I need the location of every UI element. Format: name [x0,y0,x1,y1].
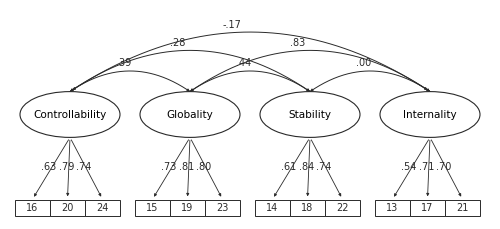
Text: 17: 17 [422,203,434,213]
FancyBboxPatch shape [375,200,410,216]
Text: 18: 18 [302,203,314,213]
Text: .61: .61 [281,162,296,172]
Text: .73: .73 [161,162,176,172]
Text: 20: 20 [62,203,74,213]
Text: .71: .71 [418,162,434,172]
FancyBboxPatch shape [134,200,170,216]
FancyBboxPatch shape [325,200,360,216]
Text: Stability: Stability [288,109,332,120]
Ellipse shape [260,92,360,137]
Ellipse shape [20,92,120,137]
Text: .83: .83 [290,38,306,48]
Text: Internality: Internality [403,109,457,120]
FancyBboxPatch shape [170,200,205,216]
Text: 16: 16 [26,203,38,213]
Text: .74: .74 [76,162,92,172]
FancyBboxPatch shape [50,200,85,216]
Text: 13: 13 [386,203,398,213]
Text: .80: .80 [196,162,212,172]
Text: .39: .39 [116,58,132,68]
Text: 19: 19 [182,203,194,213]
Text: .81: .81 [178,162,194,172]
Text: 24: 24 [96,203,108,213]
Text: Globality: Globality [166,109,214,120]
Text: 22: 22 [336,203,349,213]
Text: .74: .74 [316,162,332,172]
Text: .44: .44 [236,58,252,68]
Text: Controllability: Controllability [34,109,106,120]
Text: 23: 23 [216,203,228,213]
Text: .54: .54 [401,162,416,172]
Text: .84: .84 [298,162,314,172]
Text: .70: .70 [436,162,452,172]
FancyBboxPatch shape [445,200,480,216]
FancyBboxPatch shape [410,200,446,216]
FancyBboxPatch shape [205,200,240,216]
Text: 14: 14 [266,203,278,213]
Text: .63: .63 [41,162,56,172]
FancyBboxPatch shape [15,200,50,216]
Text: 21: 21 [456,203,468,213]
FancyBboxPatch shape [84,200,120,216]
Ellipse shape [140,92,240,137]
Ellipse shape [380,92,480,137]
Text: .79: .79 [58,162,74,172]
Text: -.17: -.17 [222,20,242,30]
Text: .00: .00 [356,58,372,68]
FancyBboxPatch shape [290,200,326,216]
Text: 15: 15 [146,203,158,213]
Text: .28: .28 [170,38,186,48]
FancyBboxPatch shape [255,200,290,216]
